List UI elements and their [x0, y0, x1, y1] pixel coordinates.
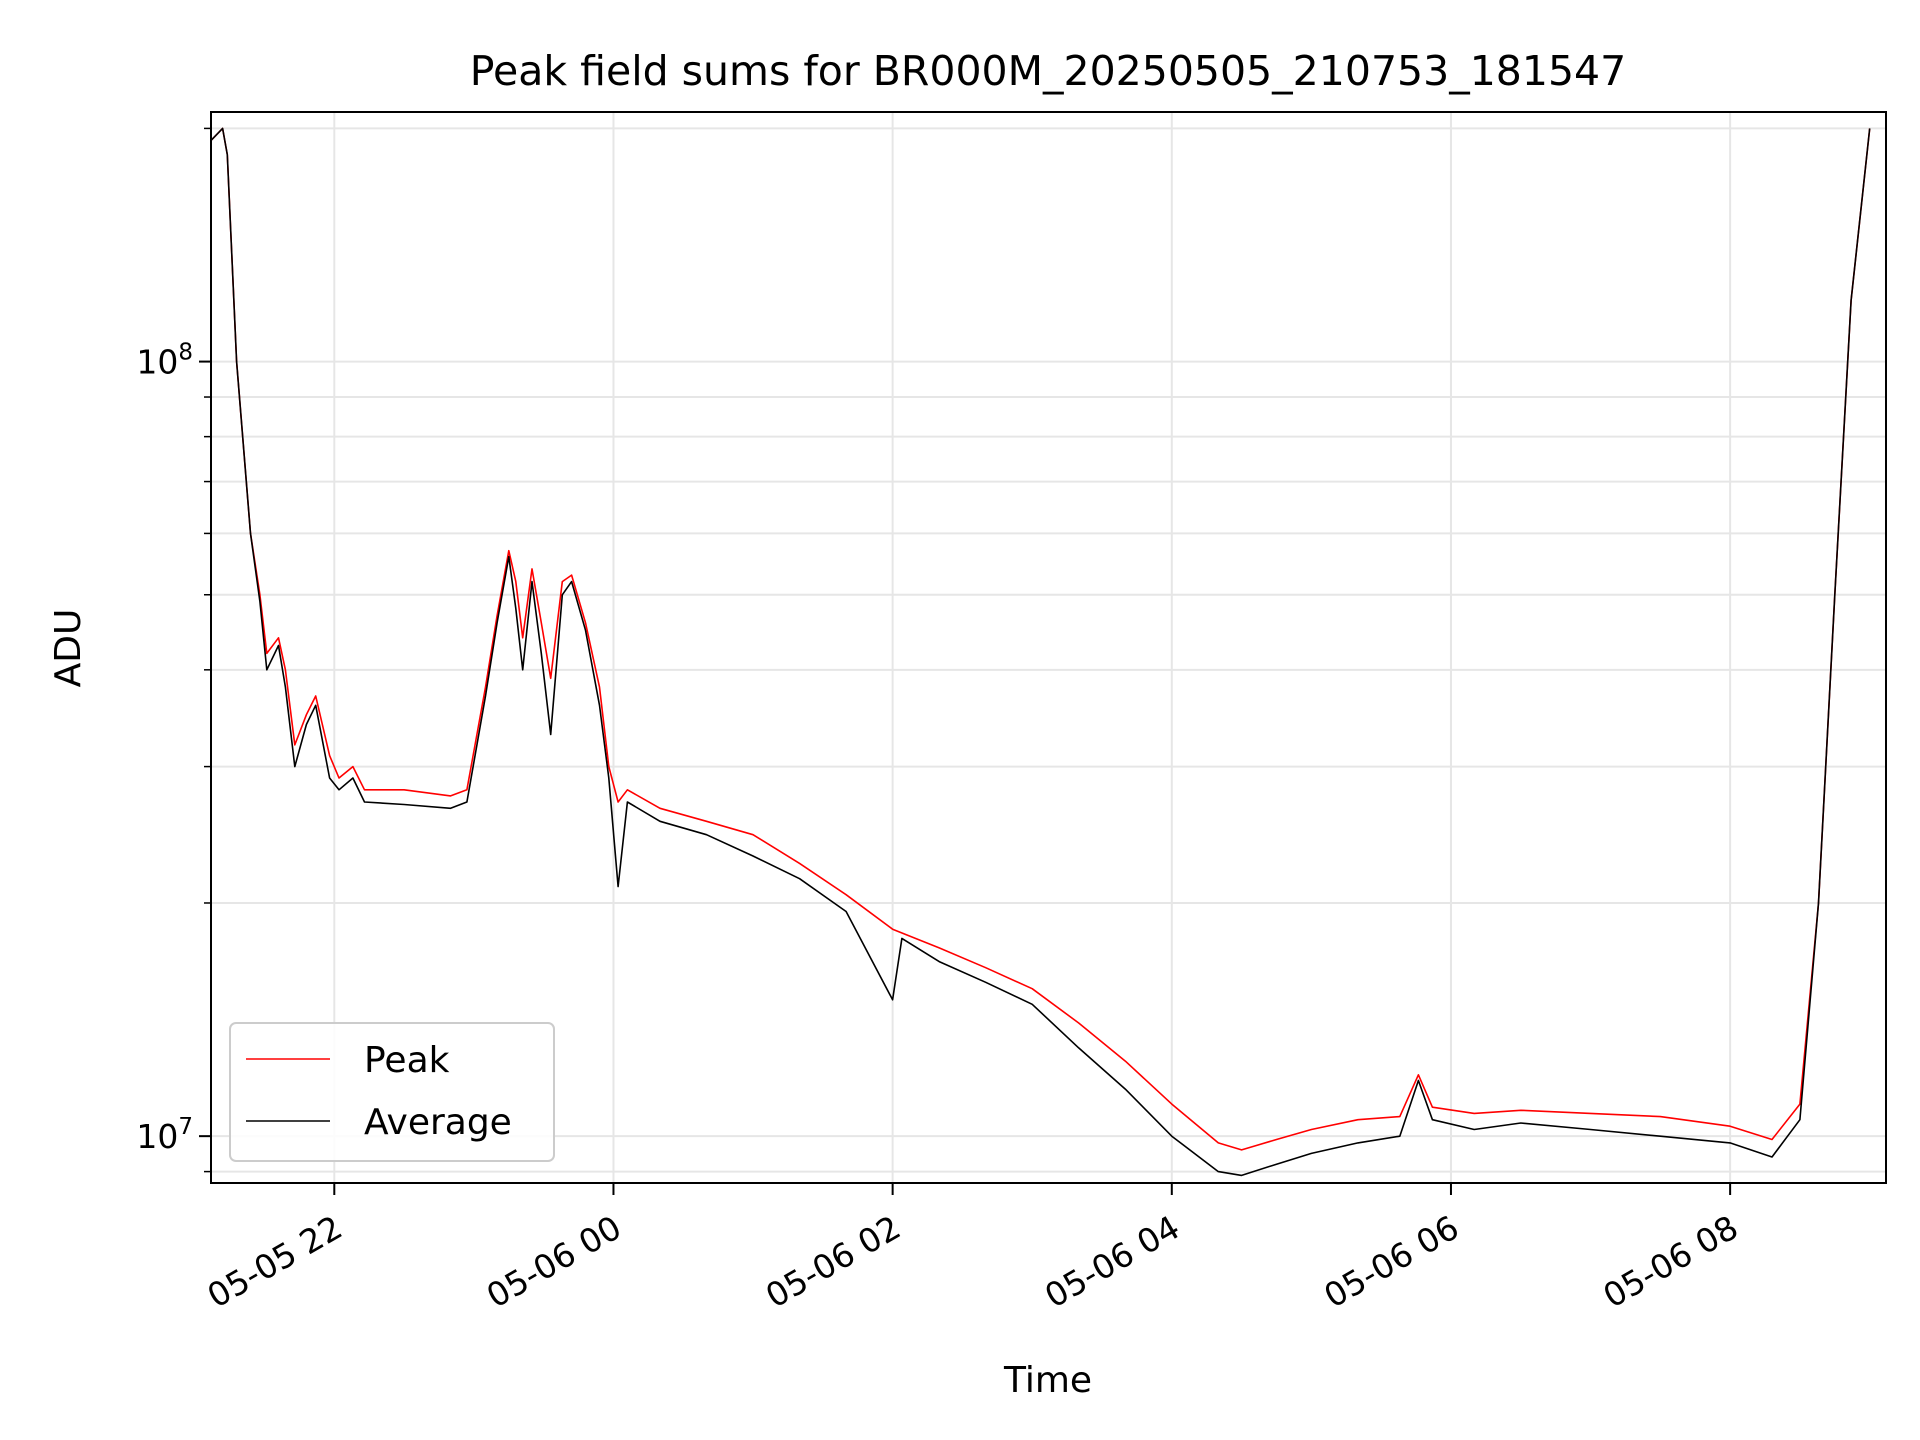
- y-tick-label: 107: [136, 1114, 193, 1156]
- legend: Peak Average: [229, 1022, 555, 1162]
- legend-label-peak: Peak: [364, 1040, 450, 1081]
- legend-label-average: Average: [364, 1102, 512, 1143]
- plot-frame: [210, 111, 1887, 1184]
- legend-box: [229, 1022, 555, 1162]
- y-axis-label: ADU: [48, 609, 89, 688]
- x-axis-label: Time: [1003, 1360, 1092, 1401]
- chart-title: Peak field sums for BR000M_20250505_2107…: [470, 47, 1626, 95]
- grid: [211, 112, 1886, 1183]
- y-tick-label: 108: [136, 340, 193, 382]
- series-line-average: [210, 127, 1871, 1177]
- series-layer: [210, 127, 1871, 1177]
- series-line-peak: [210, 127, 1871, 1151]
